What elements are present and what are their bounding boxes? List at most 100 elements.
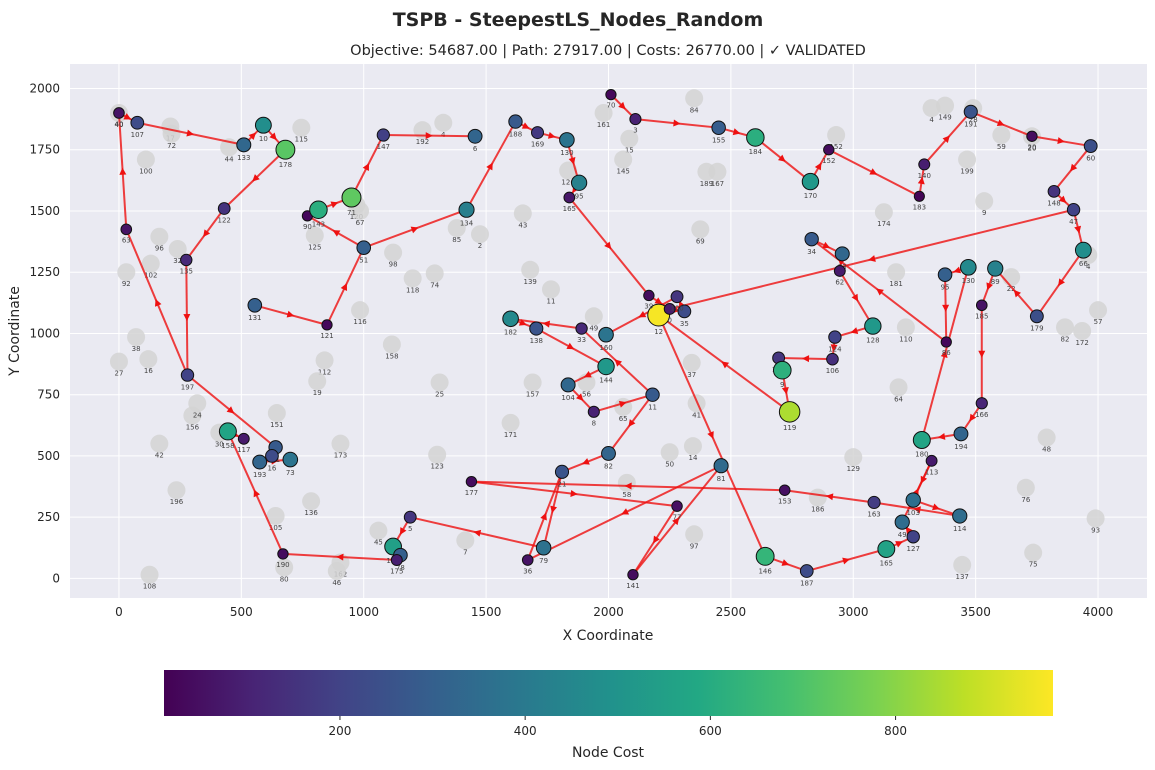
edge-arrow bbox=[410, 226, 419, 234]
edge-arrow bbox=[540, 512, 547, 521]
x-tick-label: 2500 bbox=[716, 605, 747, 619]
selected-node bbox=[247, 297, 263, 313]
selected-node-label: 141 bbox=[626, 582, 639, 590]
selected-node-label: 160 bbox=[599, 344, 612, 352]
background-node bbox=[874, 203, 893, 222]
selected-node bbox=[663, 303, 676, 315]
chart-subtitle: Objective: 54687.00 | Path: 27917.00 | C… bbox=[350, 43, 866, 59]
edge-arrow bbox=[905, 526, 913, 535]
selected-node bbox=[597, 357, 615, 376]
selected-node bbox=[465, 475, 478, 488]
selected-node bbox=[833, 265, 846, 277]
selected-node-label: 73 bbox=[286, 469, 295, 477]
background-node bbox=[559, 161, 578, 180]
selected-node-label: 144 bbox=[599, 377, 613, 385]
edge-arrow bbox=[614, 359, 623, 367]
selected-node bbox=[508, 114, 523, 129]
selected-node-label: 146 bbox=[758, 567, 772, 575]
background-node bbox=[266, 506, 285, 525]
selected-node bbox=[535, 540, 552, 556]
background-node-label: 110 bbox=[899, 335, 912, 343]
y-tick-label: 2000 bbox=[29, 81, 60, 95]
background-node-label: 186 bbox=[811, 506, 825, 514]
background-node-label: 43 bbox=[518, 221, 527, 229]
edge-arrow bbox=[618, 400, 627, 408]
selected-node bbox=[130, 115, 145, 130]
selected-node bbox=[671, 500, 683, 512]
background-node-label: 44 bbox=[225, 155, 234, 163]
background-node-label: 139 bbox=[523, 278, 536, 286]
selected-node bbox=[356, 240, 372, 256]
x-tick-label: 1500 bbox=[471, 605, 502, 619]
background-node bbox=[685, 525, 704, 544]
edge-arrow bbox=[978, 350, 986, 358]
background-node-label: 84 bbox=[690, 106, 699, 114]
selected-node bbox=[180, 368, 195, 382]
selected-node bbox=[529, 321, 544, 336]
edge-arrow bbox=[269, 132, 277, 141]
background-node bbox=[887, 263, 906, 282]
edge-arrow bbox=[953, 266, 962, 274]
background-node bbox=[150, 227, 169, 246]
background-node bbox=[168, 239, 187, 258]
x-tick-label: 2000 bbox=[593, 605, 624, 619]
selected-node-label: 185 bbox=[975, 313, 988, 321]
background-node-label: 59 bbox=[997, 143, 1006, 151]
selected-node-label: 191 bbox=[964, 120, 977, 128]
background-node-label: 118 bbox=[406, 286, 419, 294]
edge-arrow bbox=[721, 361, 730, 369]
background-node-label: 56 bbox=[582, 390, 591, 398]
selected-node-label: 35 bbox=[680, 320, 689, 328]
selected-node-label: 117 bbox=[237, 446, 250, 454]
background-node bbox=[162, 124, 181, 143]
selected-node-label: 39 bbox=[644, 303, 653, 311]
selected-node bbox=[645, 387, 660, 402]
edge-arrow bbox=[638, 310, 647, 318]
selected-node-label: 138 bbox=[530, 337, 543, 345]
selected-node-label: 66 bbox=[1079, 260, 1088, 268]
selected-node bbox=[1029, 309, 1044, 324]
selected-node-label: 47 bbox=[1069, 218, 1078, 226]
edge-arrow bbox=[672, 517, 680, 526]
edge-arrow bbox=[547, 132, 556, 139]
selected-node bbox=[823, 144, 835, 156]
background-node bbox=[975, 192, 994, 211]
background-node-label: 38 bbox=[132, 345, 141, 353]
selected-node bbox=[571, 174, 588, 191]
background-node-label: 20 bbox=[1027, 144, 1036, 152]
selected-node-label: 81 bbox=[717, 475, 726, 483]
selected-node-label: 166 bbox=[975, 411, 989, 419]
selected-node-label: 89 bbox=[991, 278, 1000, 286]
selected-node bbox=[918, 158, 931, 171]
edge-arrow bbox=[332, 230, 341, 237]
selected-node-label: 147 bbox=[377, 143, 390, 151]
background-node-label: 27 bbox=[114, 370, 123, 378]
x-tick-label: 4000 bbox=[1083, 605, 1114, 619]
edge-arrow bbox=[868, 255, 876, 262]
background-node-label: 157 bbox=[526, 390, 539, 398]
background-node bbox=[594, 103, 613, 122]
y-tick-label: 1000 bbox=[29, 326, 60, 340]
selected-node-label: 95 bbox=[941, 283, 950, 291]
edge-arrow bbox=[673, 119, 681, 127]
selected-node-label: 170 bbox=[804, 192, 817, 200]
background-node bbox=[708, 162, 727, 181]
edge-arrow bbox=[830, 344, 838, 352]
selected-node bbox=[252, 454, 268, 470]
selected-node-label: 148 bbox=[1047, 199, 1060, 207]
edge-arrow bbox=[654, 297, 663, 305]
edge-arrow bbox=[777, 154, 786, 162]
selected-node-label: 153 bbox=[778, 497, 791, 505]
background-node-label: 152 bbox=[829, 143, 842, 151]
selected-node bbox=[218, 422, 237, 441]
selected-node bbox=[1066, 203, 1081, 217]
background-node bbox=[136, 150, 155, 169]
edge-arrow bbox=[628, 419, 636, 427]
edge-arrow bbox=[814, 162, 822, 171]
selected-node-label: 165 bbox=[563, 205, 576, 213]
background-node-label: 116 bbox=[353, 318, 367, 326]
background-node-label: 149 bbox=[938, 114, 951, 122]
edge-arrow bbox=[336, 553, 344, 561]
selected-node bbox=[587, 405, 600, 418]
